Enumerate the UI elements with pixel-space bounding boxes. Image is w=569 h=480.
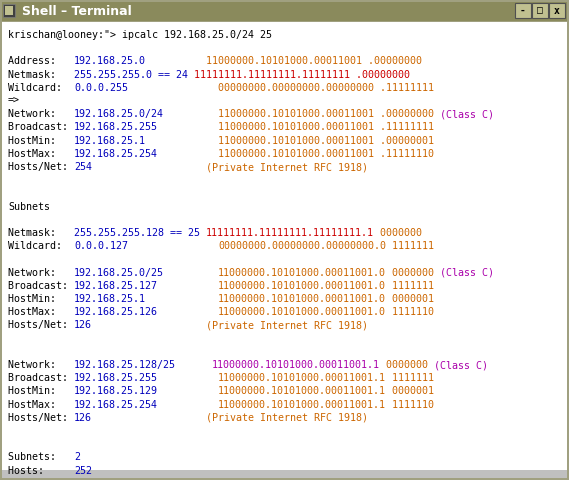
Text: Netmask:: Netmask: bbox=[8, 70, 74, 80]
Text: 11111111.11111111.11111111.1: 11111111.11111111.11111111.1 bbox=[206, 228, 374, 238]
Text: Hosts:: Hosts: bbox=[8, 466, 74, 476]
Text: Network:: Network: bbox=[8, 109, 74, 119]
Text: 192.168.25.255: 192.168.25.255 bbox=[74, 122, 158, 132]
Text: 00000000.00000000.00000000.0: 00000000.00000000.00000000.0 bbox=[218, 241, 386, 251]
Text: 11111111.11111111.11111111 .00000000: 11111111.11111111.11111111 .00000000 bbox=[194, 70, 410, 80]
Text: HostMax:: HostMax: bbox=[8, 399, 74, 409]
Text: HostMin:: HostMin: bbox=[8, 294, 74, 304]
Text: 2: 2 bbox=[74, 452, 80, 462]
Text: Hosts/Net:: Hosts/Net: bbox=[8, 321, 74, 330]
Text: 1111110: 1111110 bbox=[386, 399, 434, 409]
Text: krischan@looney:"> ipcalc 192.168.25.0/24 25: krischan@looney:"> ipcalc 192.168.25.0/2… bbox=[8, 30, 272, 40]
Text: 192.168.25.1: 192.168.25.1 bbox=[74, 136, 146, 145]
Text: Hosts/Net:: Hosts/Net: bbox=[8, 162, 74, 172]
Text: HostMin:: HostMin: bbox=[8, 386, 74, 396]
Text: (Class C): (Class C) bbox=[434, 109, 494, 119]
Text: Network:: Network: bbox=[8, 268, 74, 277]
Text: 00000000.00000000.00000000 .11111111: 00000000.00000000.00000000 .11111111 bbox=[218, 83, 434, 93]
Text: 1111111: 1111111 bbox=[386, 281, 434, 291]
Text: □: □ bbox=[537, 5, 543, 15]
Text: =>: => bbox=[8, 96, 20, 106]
Bar bbox=[549, 3, 565, 18]
Text: 255.255.255.0 == 24: 255.255.255.0 == 24 bbox=[74, 70, 188, 80]
Text: (Class C): (Class C) bbox=[428, 360, 488, 370]
Text: 11000000.10101000.00011001.0: 11000000.10101000.00011001.0 bbox=[218, 268, 386, 277]
Text: 11000000.10101000.00011001.1: 11000000.10101000.00011001.1 bbox=[218, 373, 386, 383]
Text: HostMax:: HostMax: bbox=[8, 307, 74, 317]
Text: Wildcard:: Wildcard: bbox=[8, 83, 74, 93]
Text: 11000000.10101000.00011001 .11111111: 11000000.10101000.00011001 .11111111 bbox=[218, 122, 434, 132]
Text: 192.168.25.1: 192.168.25.1 bbox=[74, 294, 146, 304]
Text: 126: 126 bbox=[74, 321, 92, 330]
Text: Broadcast:: Broadcast: bbox=[8, 373, 74, 383]
Text: Broadcast:: Broadcast: bbox=[8, 281, 74, 291]
Text: Netmask:: Netmask: bbox=[8, 228, 74, 238]
Text: 255.255.255.128 == 25: 255.255.255.128 == 25 bbox=[74, 228, 200, 238]
Text: 192.168.25.254: 192.168.25.254 bbox=[74, 399, 158, 409]
Text: 0000000: 0000000 bbox=[386, 268, 434, 277]
Text: Subnets:: Subnets: bbox=[8, 452, 74, 462]
Text: 0.0.0.255: 0.0.0.255 bbox=[74, 83, 128, 93]
Text: 192.168.25.0: 192.168.25.0 bbox=[74, 56, 146, 66]
Text: Address:: Address: bbox=[8, 56, 74, 66]
Text: 11000000.10101000.00011001.0: 11000000.10101000.00011001.0 bbox=[218, 281, 386, 291]
Text: 11000000.10101000.00011001.1: 11000000.10101000.00011001.1 bbox=[218, 386, 386, 396]
Text: 192.168.25.0/24: 192.168.25.0/24 bbox=[74, 109, 164, 119]
Text: 192.168.25.126: 192.168.25.126 bbox=[74, 307, 158, 317]
Text: HostMax:: HostMax: bbox=[8, 149, 74, 159]
Text: 192.168.25.129: 192.168.25.129 bbox=[74, 386, 158, 396]
Bar bbox=[3, 4, 15, 17]
Text: 192.168.25.255: 192.168.25.255 bbox=[74, 373, 158, 383]
Text: 11000000.10101000.00011001.1: 11000000.10101000.00011001.1 bbox=[218, 399, 386, 409]
Text: 192.168.25.127: 192.168.25.127 bbox=[74, 281, 158, 291]
Text: 1111111: 1111111 bbox=[386, 373, 434, 383]
Bar bbox=[2, 2, 567, 21]
Text: Wildcard:: Wildcard: bbox=[8, 241, 74, 251]
Text: (Class C): (Class C) bbox=[434, 268, 494, 277]
Text: HostMin:: HostMin: bbox=[8, 136, 74, 145]
Text: 252: 252 bbox=[74, 466, 92, 476]
Text: 192.168.25.0/25: 192.168.25.0/25 bbox=[74, 268, 164, 277]
Text: krischan@looney:"> █: krischan@looney:"> █ bbox=[8, 479, 128, 480]
Text: Network:: Network: bbox=[8, 360, 74, 370]
Text: 254: 254 bbox=[74, 162, 92, 172]
Text: 11000000.10101000.00011001.1: 11000000.10101000.00011001.1 bbox=[212, 360, 380, 370]
Bar bbox=[2, 470, 567, 478]
Text: 11000000.10101000.00011001 .00000001: 11000000.10101000.00011001 .00000001 bbox=[218, 136, 434, 145]
Text: -: - bbox=[520, 5, 526, 15]
Text: 11000000.10101000.00011001 .00000000: 11000000.10101000.00011001 .00000000 bbox=[206, 56, 422, 66]
Text: 192.168.25.254: 192.168.25.254 bbox=[74, 149, 158, 159]
Text: x: x bbox=[554, 5, 560, 15]
Text: 192.168.25.128/25: 192.168.25.128/25 bbox=[74, 360, 176, 370]
Text: (Private Internet RFC 1918): (Private Internet RFC 1918) bbox=[206, 413, 368, 423]
Text: Subnets: Subnets bbox=[8, 202, 50, 212]
Text: (Private Internet RFC 1918): (Private Internet RFC 1918) bbox=[206, 321, 368, 330]
Text: Shell – Terminal: Shell – Terminal bbox=[22, 5, 132, 18]
Text: 0000001: 0000001 bbox=[386, 386, 434, 396]
Text: 1111110: 1111110 bbox=[386, 307, 434, 317]
Text: 11000000.10101000.00011001 .00000000: 11000000.10101000.00011001 .00000000 bbox=[218, 109, 434, 119]
Text: (Private Internet RFC 1918): (Private Internet RFC 1918) bbox=[206, 162, 368, 172]
Text: 0.0.0.127: 0.0.0.127 bbox=[74, 241, 128, 251]
Text: 0000000: 0000000 bbox=[380, 360, 428, 370]
Text: 0000001: 0000001 bbox=[386, 294, 434, 304]
Bar bbox=[5, 6, 13, 15]
Text: 126: 126 bbox=[74, 413, 92, 423]
Text: 11000000.10101000.00011001 .11111110: 11000000.10101000.00011001 .11111110 bbox=[218, 149, 434, 159]
Text: Broadcast:: Broadcast: bbox=[8, 122, 74, 132]
Text: 1111111: 1111111 bbox=[386, 241, 434, 251]
Text: Hosts/Net:: Hosts/Net: bbox=[8, 413, 74, 423]
Bar bbox=[515, 3, 531, 18]
Text: 0000000: 0000000 bbox=[374, 228, 422, 238]
Bar bbox=[532, 3, 548, 18]
Text: 11000000.10101000.00011001.0: 11000000.10101000.00011001.0 bbox=[218, 307, 386, 317]
Text: 11000000.10101000.00011001.0: 11000000.10101000.00011001.0 bbox=[218, 294, 386, 304]
